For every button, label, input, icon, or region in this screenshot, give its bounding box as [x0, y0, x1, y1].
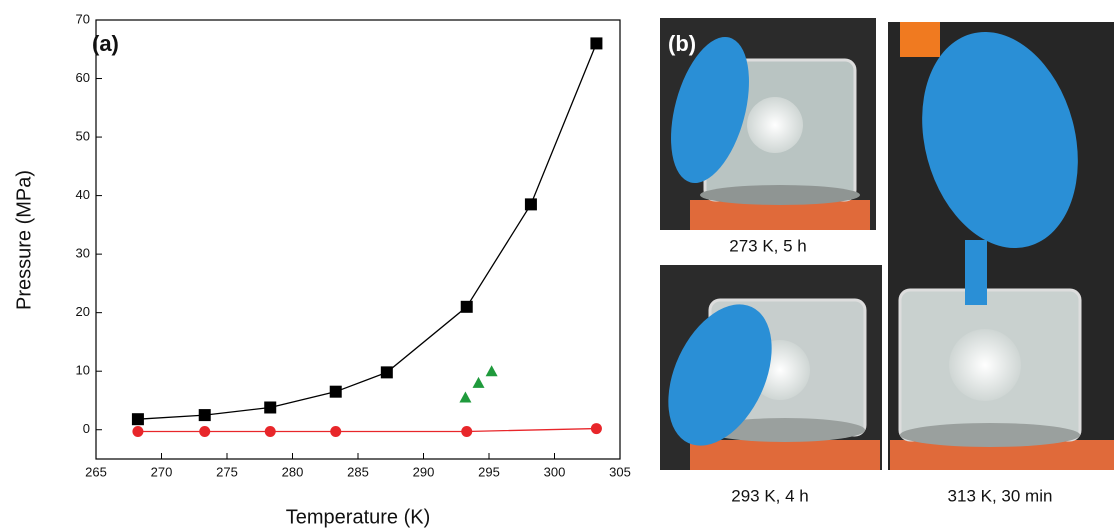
- y-tick-label: 50: [76, 129, 90, 144]
- marker: [525, 198, 537, 210]
- y-tick-label: 60: [76, 70, 90, 85]
- marker: [461, 301, 473, 313]
- x-axis-title: Temperature (K): [286, 506, 431, 528]
- marker: [381, 366, 393, 378]
- x-tick-label: 265: [85, 464, 107, 479]
- marker: [264, 401, 276, 413]
- marker: [473, 377, 485, 388]
- marker: [590, 37, 602, 49]
- y-axis-title: Pressure (MPa): [13, 170, 35, 310]
- photo-caption: 273 K, 5 h: [729, 236, 807, 255]
- marker: [459, 392, 471, 403]
- photo-caption: 313 K, 30 min: [948, 486, 1053, 505]
- marker: [132, 426, 143, 437]
- x-tick-label: 290: [413, 464, 435, 479]
- marker: [199, 426, 210, 437]
- y-tick-label: 70: [76, 11, 90, 26]
- photo-313K: [888, 14, 1114, 470]
- panel-label: (b): [668, 31, 696, 56]
- x-tick-label: 295: [478, 464, 500, 479]
- marker: [199, 409, 211, 421]
- photo-caption: 293 K, 4 h: [731, 486, 809, 505]
- y-tick-label: 10: [76, 363, 90, 378]
- marker: [591, 423, 602, 434]
- marker: [265, 426, 276, 437]
- x-tick-label: 280: [282, 464, 304, 479]
- x-tick-label: 275: [216, 464, 238, 479]
- marker: [486, 365, 498, 376]
- marker: [132, 413, 144, 425]
- y-tick-label: 20: [76, 304, 90, 319]
- x-tick-label: 270: [151, 464, 173, 479]
- x-tick-label: 300: [544, 464, 566, 479]
- x-tick-label: 305: [609, 464, 631, 479]
- y-tick-label: 40: [76, 187, 90, 202]
- panel-label: (a): [92, 31, 119, 56]
- marker: [461, 426, 472, 437]
- marker: [330, 426, 341, 437]
- y-tick-label: 0: [83, 421, 90, 436]
- photo-293K: [648, 265, 882, 470]
- marker: [330, 386, 342, 398]
- y-tick-label: 30: [76, 246, 90, 261]
- x-tick-label: 285: [347, 464, 369, 479]
- plot-frame: [96, 20, 620, 459]
- figure: (b) 273 K, 5 h 293 K, 4 h 313 K, 30 min …: [0, 0, 1114, 529]
- photo-273K: (b): [657, 18, 876, 230]
- series-line: [138, 43, 597, 419]
